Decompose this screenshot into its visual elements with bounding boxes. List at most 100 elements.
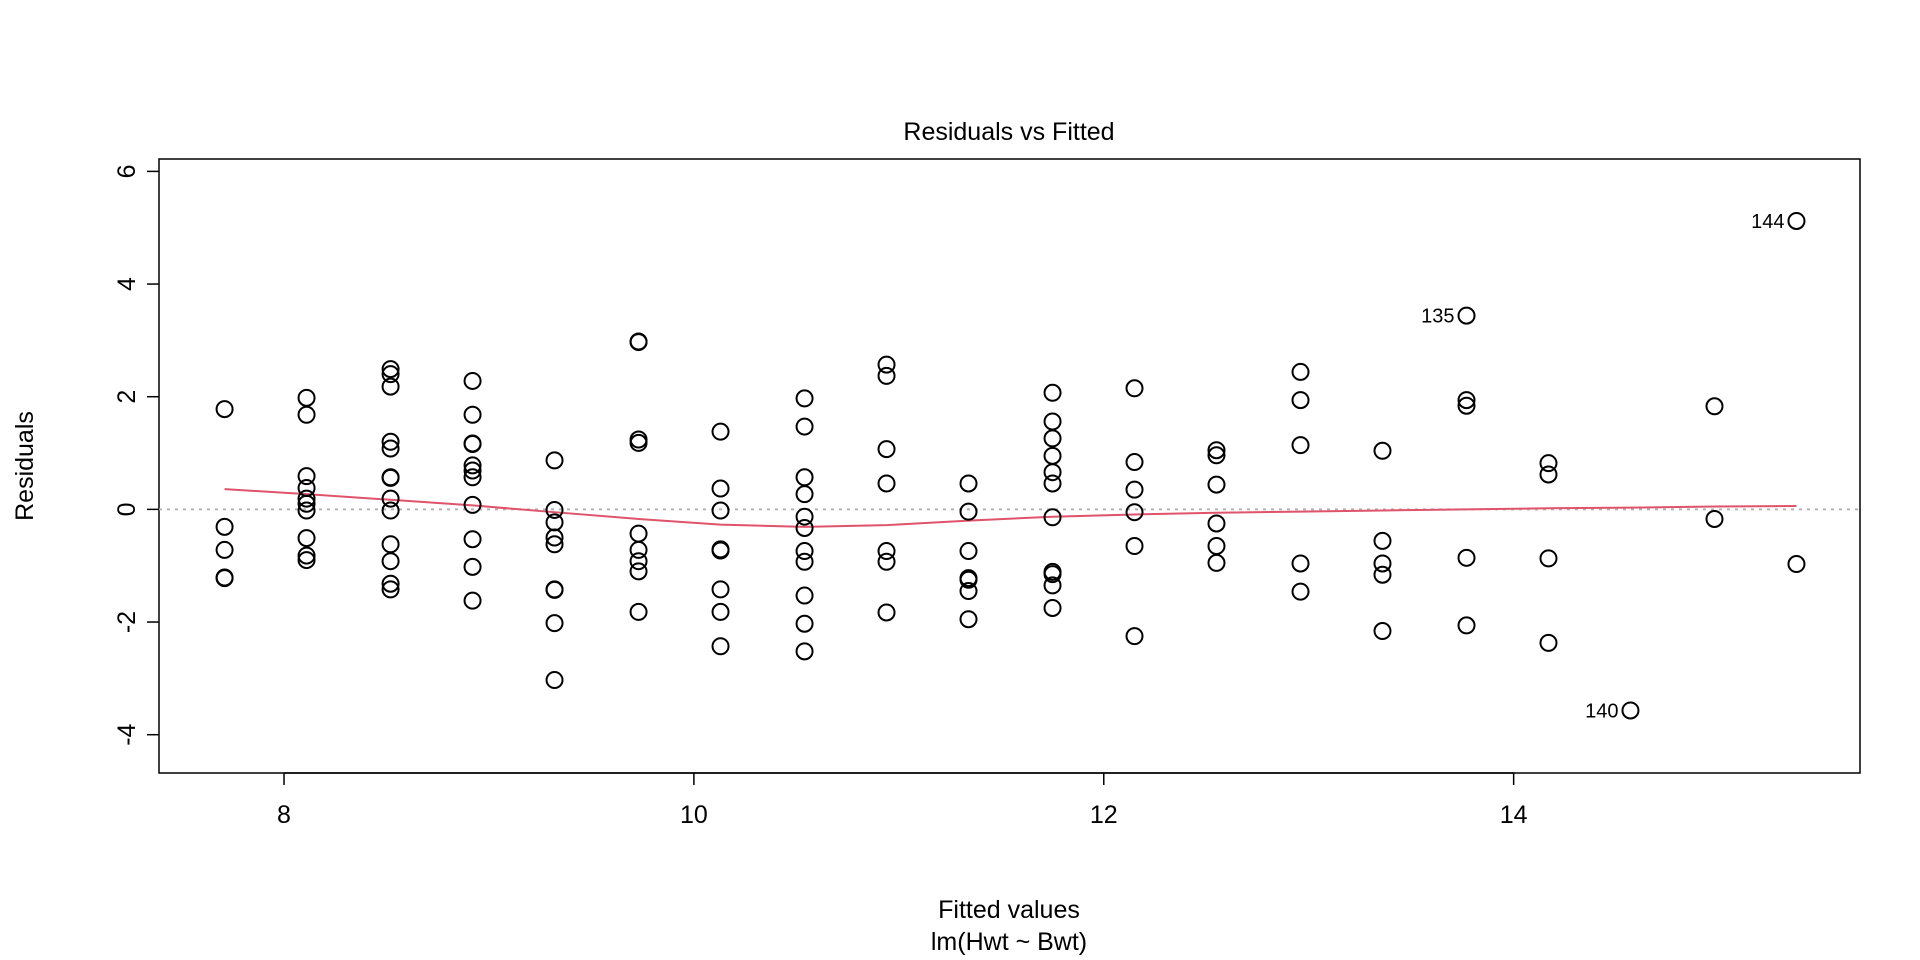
- y-tick-label: 6: [113, 164, 141, 178]
- residual-point: [1207, 553, 1226, 572]
- residual-point: [795, 417, 814, 436]
- residual-point: [1457, 396, 1476, 415]
- residual-point: [1125, 480, 1144, 499]
- residual-point: [297, 489, 316, 508]
- residual-point: [1539, 454, 1558, 473]
- residual-point: [463, 495, 482, 514]
- residual-point: [1043, 383, 1062, 402]
- residual-point: [711, 580, 730, 599]
- residual-point: [1125, 536, 1144, 555]
- residual-point: [297, 529, 316, 548]
- chart-title: Residuals vs Fitted: [903, 118, 1114, 146]
- residual-point: [463, 405, 482, 424]
- residual-point: [795, 614, 814, 633]
- x-tick-label: 10: [680, 801, 708, 829]
- residual-point: [1457, 616, 1476, 635]
- residual-point: [463, 371, 482, 390]
- residual-point: [1207, 514, 1226, 533]
- residual-point: [795, 389, 814, 408]
- residual-point: [795, 586, 814, 605]
- residual-point: [1373, 622, 1392, 641]
- residual-point: [1043, 508, 1062, 527]
- residual-point: [877, 440, 896, 459]
- residual-point: [795, 468, 814, 487]
- chart-subtitle: lm(Hwt ~ Bwt): [931, 928, 1087, 956]
- residual-point: [215, 517, 234, 536]
- residual-point: [1373, 565, 1392, 584]
- residual-point: [463, 461, 482, 480]
- residual-point: [1291, 436, 1310, 455]
- residual-point: [711, 501, 730, 520]
- residual-point: [1291, 582, 1310, 601]
- residual-point: [629, 562, 648, 581]
- residual-point: [1539, 633, 1558, 652]
- residual-point: [1043, 446, 1062, 465]
- residual-point: [877, 603, 896, 622]
- residual-point: [545, 513, 564, 532]
- residual-point: [959, 474, 978, 493]
- residual-point: [1043, 565, 1062, 584]
- residual-point: [1043, 474, 1062, 493]
- residual-point: [629, 540, 648, 559]
- residual-point: [629, 433, 648, 452]
- residual-point: [1043, 429, 1062, 448]
- residual-point: [463, 557, 482, 576]
- residual-point: [381, 365, 400, 384]
- residual-point: [1043, 576, 1062, 595]
- point-label: 144: [1751, 211, 1784, 233]
- residual-point: [1291, 362, 1310, 381]
- residual-point: [877, 355, 896, 374]
- y-axis-title: Residuals: [11, 411, 39, 521]
- residual-point: [1207, 475, 1226, 494]
- residual-point: [877, 552, 896, 571]
- residual-point: [959, 502, 978, 521]
- residual-point: [545, 671, 564, 690]
- residual-point: [711, 541, 730, 560]
- residual-point: [297, 405, 316, 424]
- residual-point: [1787, 555, 1806, 574]
- residual-point: [1125, 627, 1144, 646]
- residual-point: [215, 540, 234, 559]
- residual-point: [381, 439, 400, 458]
- residual-point: [1539, 549, 1558, 568]
- residual-point: [959, 610, 978, 629]
- residual-point: [381, 535, 400, 554]
- residual-point: [297, 546, 316, 565]
- residual-point: [215, 400, 234, 419]
- residual-point: [1043, 598, 1062, 617]
- residual-point: [463, 468, 482, 487]
- lowess-smoother-line: [224, 488, 1797, 528]
- residual-point: [1125, 379, 1144, 398]
- residual-point: [545, 528, 564, 547]
- residual-point: [463, 435, 482, 454]
- residual-point: [545, 614, 564, 633]
- residual-point: [215, 569, 234, 588]
- residual-point: [1373, 554, 1392, 573]
- residual-point: [545, 500, 564, 519]
- residual-point: [795, 507, 814, 526]
- residual-point: [1539, 465, 1558, 484]
- residual-point: [1125, 503, 1144, 522]
- residual-point: [877, 366, 896, 385]
- residual-point: [297, 467, 316, 486]
- residual-point: [877, 542, 896, 561]
- residual-point: [959, 570, 978, 589]
- x-tick-label: 8: [277, 801, 291, 829]
- y-tick-label: -4: [113, 723, 141, 745]
- residual-point: [629, 552, 648, 571]
- residual-point: [711, 602, 730, 621]
- residual-point: [381, 552, 400, 571]
- residual-point: [795, 642, 814, 661]
- x-tick-label: 12: [1090, 801, 1118, 829]
- residual-point: [795, 518, 814, 537]
- residual-point: [1043, 463, 1062, 482]
- residual-point: [545, 451, 564, 470]
- point-labels-group: 144 135 140: [1421, 211, 1784, 723]
- y-axis: -4 -2 0 2 4 6: [113, 164, 159, 746]
- residual-point: [1457, 306, 1476, 325]
- point-label: 140: [1585, 700, 1618, 722]
- residual-point: [545, 535, 564, 554]
- smoother-group: [224, 488, 1797, 528]
- residual-point: [1705, 397, 1724, 416]
